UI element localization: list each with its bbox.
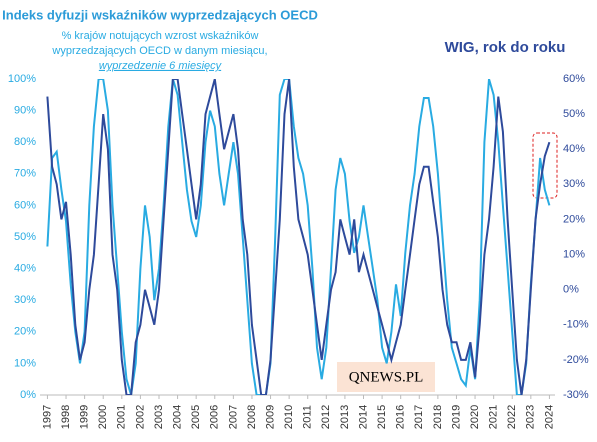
x-tick-label: 2022	[506, 405, 518, 429]
x-tick-label: 2012	[320, 405, 332, 429]
x-tick-label: 2001	[116, 405, 128, 429]
y2-tick-label: 50%	[563, 108, 585, 120]
series-line	[46, 79, 551, 395]
y2-tick-label: 30%	[563, 178, 585, 190]
y-tick-label: 70%	[14, 168, 36, 180]
y-tick-label: 10%	[14, 357, 36, 369]
x-tick-label: 2010	[283, 405, 295, 429]
x-tick-label: 2017	[413, 405, 425, 429]
x-tick-label: 2014	[357, 405, 369, 429]
x-tick-label: 2016	[395, 405, 407, 429]
y2-tick-label: 60%	[563, 73, 585, 85]
subtitle: wyprzedzających OECD w danym miesiącu,	[51, 45, 267, 57]
y-tick-label: 30%	[14, 294, 36, 306]
x-tick-label: 2018	[432, 405, 444, 429]
x-tick-label: 2005	[190, 405, 202, 429]
x-tick-label: 1997	[41, 405, 53, 429]
y2-tick-label: 10%	[563, 248, 585, 260]
y2-tick-label: 40%	[563, 143, 585, 155]
logo-box	[337, 362, 435, 392]
y-tick-label: 60%	[14, 199, 36, 211]
x-tick-label: 1998	[60, 405, 72, 429]
y-tick-label: 20%	[14, 326, 36, 338]
y2-tick-label: 20%	[563, 213, 585, 225]
x-tick-label: 2009	[264, 405, 276, 429]
y2-tick-label: 0%	[563, 284, 579, 296]
logo: QNEWS.PL	[349, 369, 424, 385]
y2-tick-label: -10%	[563, 319, 589, 331]
x-tick-label: 2015	[376, 405, 388, 429]
y2-tick-label: -30%	[563, 389, 589, 401]
x-tick-label: 1999	[79, 405, 91, 429]
y-tick-label: 50%	[14, 231, 36, 243]
x-tick-label: 2023	[525, 405, 537, 429]
x-tick-label: 2006	[209, 405, 221, 429]
x-tick-label: 2024	[543, 405, 555, 429]
x-tick-label: 2007	[227, 405, 239, 429]
x-tick-label: 2013	[339, 405, 351, 429]
x-tick-label: 2002	[134, 405, 146, 429]
y-tick-label: 90%	[14, 105, 36, 117]
highlight-box	[532, 132, 558, 199]
y-tick-label: 40%	[14, 263, 36, 275]
x-tick-label: 2003	[153, 405, 165, 429]
y2-title: WIG, rok do roku	[445, 39, 566, 56]
x-tick-label: 2008	[246, 405, 258, 429]
subtitle: % krajów notujących wzrost wskaźników	[62, 30, 259, 42]
y-tick-label: 0%	[20, 389, 36, 401]
y2-tick-label: -20%	[563, 354, 589, 366]
subtitle: wyprzedzenie 6 miesięcy	[99, 60, 223, 72]
y-tick-label: 80%	[14, 136, 36, 148]
x-tick-label: 2019	[450, 405, 462, 429]
x-tick-label: 2011	[302, 405, 314, 429]
y-tick-label: 100%	[8, 73, 36, 85]
x-tick-label: 2000	[97, 405, 109, 429]
x-tick-label: 2004	[171, 405, 183, 429]
chart-title: Indeks dyfuzji wskaźników wyprzedzającyc…	[2, 7, 318, 22]
x-tick-label: 2021	[488, 405, 500, 429]
x-tick-label: 2020	[469, 405, 481, 429]
series-line	[46, 79, 551, 395]
